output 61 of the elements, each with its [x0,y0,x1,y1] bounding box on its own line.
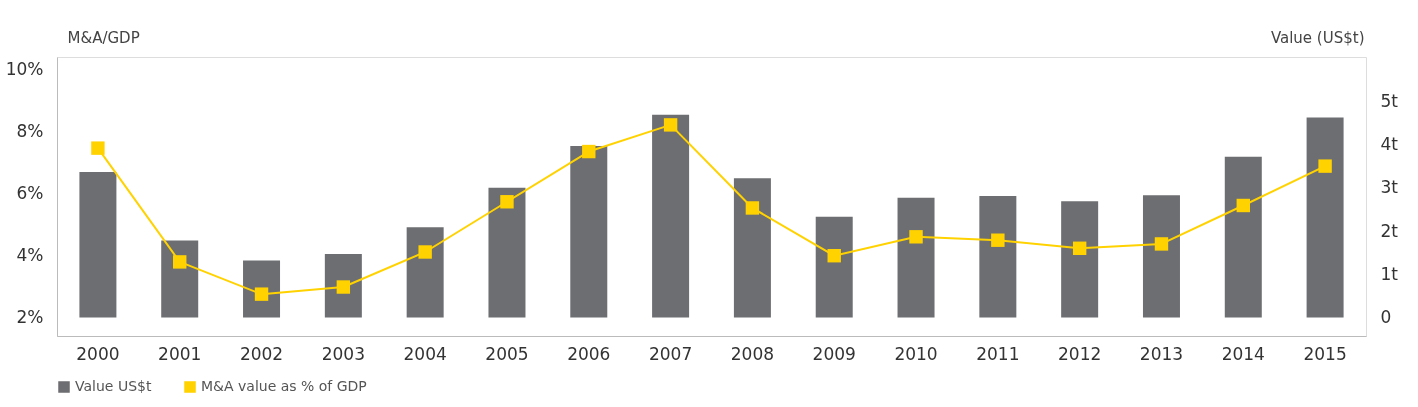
point [663,118,678,132]
point [418,245,432,259]
x-tick-label: 2010 [894,343,938,364]
x-tick-label: 2012 [1058,343,1102,364]
y-tick-label: 8% [16,120,44,141]
y2-tick-label: 4t [1380,134,1399,155]
point [1318,159,1332,173]
bar [733,178,771,318]
legend-label: M&A value as % of GDP [201,378,367,394]
bar [1224,156,1262,318]
x-tick-label: 2000 [76,343,120,364]
x-tick-label: 2015 [1303,343,1347,364]
y2-tick-label: 3t [1380,177,1399,198]
x-tick-label: 2003 [321,343,365,364]
legend-label: Value US$t [75,378,152,394]
bar [161,240,199,318]
x-tick-label: 2002 [239,343,284,364]
point [1236,198,1250,213]
point [582,144,596,159]
y-tick-label: 6% [16,182,44,203]
bar [324,253,362,318]
y2-tick-label: 5t [1380,90,1399,111]
x-tick-label: 2004 [403,343,447,364]
bar [652,114,690,318]
x-tick-label: 2008 [730,343,775,364]
bar [1061,201,1099,318]
bar [570,145,608,318]
point [827,249,841,263]
bar [979,196,1017,318]
point [91,141,105,155]
bar [488,187,526,318]
point [336,280,351,294]
x-tick-label: 2006 [567,343,611,364]
point [173,255,187,269]
x-tick-label: 2005 [485,343,529,364]
point [1154,237,1169,251]
bar [79,171,117,318]
bar [1306,117,1344,318]
y-tick-label: 10% [5,58,44,79]
point [1072,241,1087,255]
y2-tick-label: 1t [1380,263,1399,284]
x-tick-label: 2011 [976,343,1020,364]
point [991,233,1005,247]
x-tick-label: 2013 [1139,343,1184,364]
x-tick-label: 2014 [1221,343,1265,364]
x-tick-label: 2007 [648,343,693,364]
bar [1142,195,1180,318]
y-tick-label: 2% [16,306,44,327]
y2-tick-label: 2t [1380,220,1399,241]
y-axis-title: M&A/GDP [67,28,140,47]
point [909,230,923,244]
bar [815,216,853,318]
bar [406,227,444,318]
point [745,201,760,215]
point [500,195,514,209]
y-tick-label: 4% [16,244,44,265]
bar [897,197,935,318]
y2-axis-title: Value (US$t) [1270,28,1365,47]
y2-tick-label: 0 [1380,306,1392,327]
x-tick-label: 2009 [812,343,856,364]
x-tick-label: 2001 [158,343,202,364]
